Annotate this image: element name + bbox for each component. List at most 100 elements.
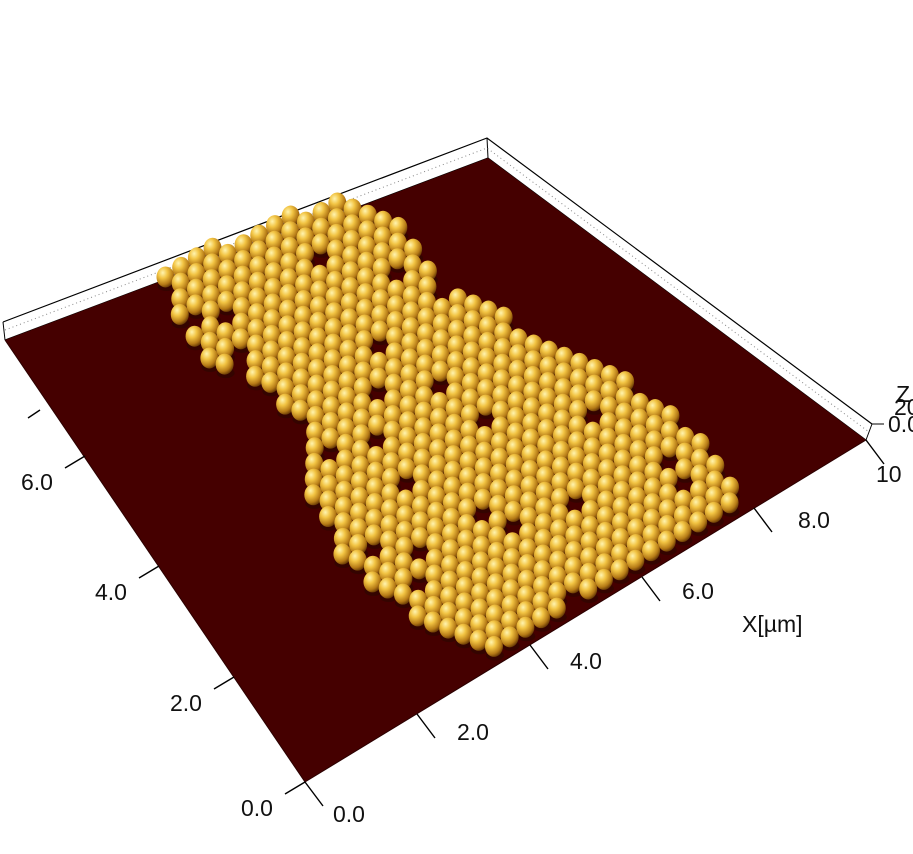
particle-sphere (265, 230, 284, 252)
particle-sphere (278, 315, 297, 337)
particle-sphere (396, 505, 415, 527)
particle-sphere (200, 347, 219, 369)
particle-sphere (500, 626, 519, 648)
particle-sphere (233, 281, 252, 303)
particle-sphere (568, 431, 587, 453)
particle-sphere (503, 532, 522, 554)
particle-sphere (520, 475, 539, 497)
particle-sphere (319, 506, 338, 528)
particle-sphere (170, 303, 189, 325)
particle-sphere (445, 413, 464, 435)
particle-sphere (387, 295, 406, 317)
particle-sphere (472, 535, 491, 557)
particle-sphere (186, 278, 205, 300)
particle-sphere (478, 316, 497, 338)
particle-sphere (216, 322, 235, 344)
particle-sphere (277, 346, 296, 368)
particle-sphere (447, 335, 466, 357)
particle-sphere (517, 585, 536, 607)
particle-sphere (613, 465, 632, 487)
particle-sphere (598, 459, 617, 481)
particle-sphere (550, 503, 569, 525)
particle-sphere (217, 290, 236, 312)
particle-sphere (616, 371, 635, 393)
particle-sphere (430, 391, 449, 413)
particle-sphere (324, 317, 343, 339)
particle-sphere (386, 326, 405, 348)
particle-sphere (597, 474, 616, 496)
particle-sphere (459, 466, 478, 488)
particle-sphere (232, 312, 251, 334)
particle-sphere (201, 300, 220, 322)
particle-sphere (720, 492, 739, 514)
particle-sphere (321, 411, 340, 433)
particle-sphere (642, 508, 661, 530)
particle-sphere (551, 472, 570, 494)
particle-sphere (338, 371, 357, 393)
particle-sphere (398, 426, 417, 448)
particle-sphere (475, 441, 494, 463)
particle-sphere (200, 331, 219, 353)
particle-sphere (248, 287, 267, 309)
particle-island (156, 192, 741, 661)
particle-sphere (432, 329, 451, 351)
particle-sphere (342, 229, 361, 251)
particle-sphere (657, 530, 676, 552)
particle-sphere (581, 484, 600, 506)
particle-sphere (455, 576, 474, 598)
particle-sphere (281, 205, 300, 227)
particle-sphere (323, 349, 342, 371)
particle-sphere (507, 406, 526, 428)
particle-sphere (569, 384, 588, 406)
particle-sphere (373, 226, 392, 248)
particle-sphere (448, 304, 467, 326)
particle-sphere (380, 514, 399, 536)
particle-sphere (404, 238, 423, 260)
particle-sphere (579, 562, 598, 584)
particle-sphere (535, 481, 554, 503)
particle-sphere (613, 449, 632, 471)
particle-sphere (502, 563, 521, 585)
particle-sphere (463, 325, 482, 347)
particle-sphere (643, 493, 662, 515)
particle-sphere (338, 386, 357, 408)
particle-sphere (599, 396, 618, 418)
particle-sphere (516, 601, 535, 623)
particle-sphere (232, 296, 251, 318)
particle-sphere (456, 545, 475, 567)
particle-sphere (327, 208, 346, 230)
particle-sphere (333, 527, 352, 549)
y-tick-mark (284, 781, 306, 795)
particle-sphere (506, 438, 525, 460)
particle-sphere (486, 573, 505, 595)
particle-sphere (320, 474, 339, 496)
box-corner-right (865, 423, 873, 441)
particle-sphere (477, 378, 496, 400)
particle-sphere (365, 508, 384, 530)
particle-sphere (490, 463, 509, 485)
particle-sphere (505, 469, 524, 491)
particle-sphere (431, 344, 450, 366)
particle-sphere (325, 286, 344, 308)
particle-sphere (187, 247, 206, 269)
particle-sphere (518, 554, 537, 576)
particle-sphere (363, 571, 382, 593)
particle-sphere (325, 302, 344, 324)
particle-sphere (470, 598, 489, 620)
x-tick-label: 6.0 (682, 578, 714, 604)
particle-sphere (533, 560, 552, 582)
particle-sphere (594, 568, 613, 590)
particle-sphere (690, 464, 709, 486)
particle-sphere (383, 405, 402, 427)
particle-sphere (583, 421, 602, 443)
particle-sphere (548, 566, 567, 588)
particle-sphere (336, 449, 355, 471)
particle-sphere (522, 412, 541, 434)
particle-sphere (491, 400, 510, 422)
particle-sphere (441, 539, 460, 561)
particle-sphere (536, 466, 555, 488)
particle-sphere (661, 405, 680, 427)
particle-sphere (363, 555, 382, 577)
particle-sphere (502, 579, 521, 601)
particle-sphere (418, 276, 437, 298)
